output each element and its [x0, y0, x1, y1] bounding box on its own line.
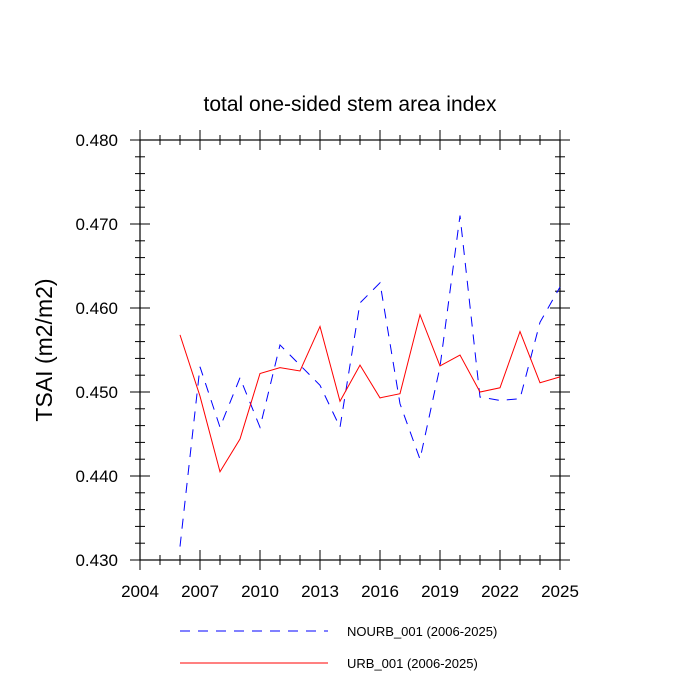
legend-label: NOURB_001 (2006-2025) [347, 624, 497, 639]
axis-ticks [130, 130, 570, 570]
y-tick-label: 0.450 [75, 383, 118, 402]
y-axis-label: TSAI (m2/m2) [31, 278, 57, 421]
x-tick-label: 2007 [181, 582, 219, 601]
y-tick-label: 0.470 [75, 215, 118, 234]
axis-tick-labels: 2004 2007 2010 2013 2016 2019 2022 2025 0.430 0.4… [75, 131, 578, 601]
series-line-nourb-001 [179, 215, 561, 547]
chart-title: total one-sided stem area index [203, 93, 497, 116]
x-tick-label: 2016 [361, 582, 399, 601]
x-tick-label: 2025 [541, 582, 579, 601]
x-tick-label: 2019 [421, 582, 459, 601]
x-tick-label: 2013 [301, 582, 339, 601]
y-tick-label: 0.460 [75, 299, 118, 318]
series-line-urb-001 [179, 313, 561, 474]
plot-frame [139, 139, 561, 561]
y-tick-label: 0.440 [75, 467, 118, 486]
x-tick-label: 2022 [481, 582, 519, 601]
y-tick-label: 0.430 [75, 551, 118, 570]
data-series [179, 215, 561, 547]
legend-label: URB_001 (2006-2025) [347, 656, 478, 671]
x-tick-label: 2004 [121, 582, 159, 601]
legend: NOURB_001 (2006-2025) URB_001 (2006-2025) [180, 624, 497, 671]
y-tick-label: 0.480 [75, 131, 118, 150]
x-tick-label: 2010 [241, 582, 279, 601]
